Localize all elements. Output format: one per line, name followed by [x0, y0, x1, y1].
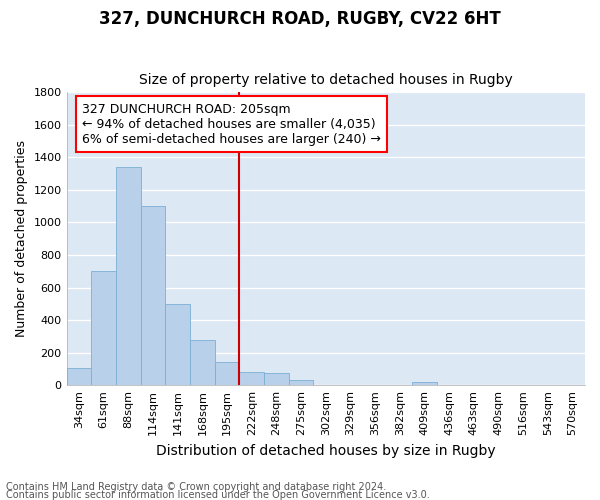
Bar: [116, 167, 140, 385]
Y-axis label: Number of detached properties: Number of detached properties: [15, 140, 28, 338]
X-axis label: Distribution of detached houses by size in Rugby: Distribution of detached houses by size …: [156, 444, 496, 458]
Title: Size of property relative to detached houses in Rugby: Size of property relative to detached ho…: [139, 73, 512, 87]
Bar: [412, 382, 437, 385]
Text: Contains HM Land Registry data © Crown copyright and database right 2024.: Contains HM Land Registry data © Crown c…: [6, 482, 386, 492]
Bar: [215, 362, 239, 385]
Bar: [289, 380, 313, 385]
Bar: [264, 373, 289, 385]
Bar: [239, 372, 264, 385]
Text: Contains public sector information licensed under the Open Government Licence v3: Contains public sector information licen…: [6, 490, 430, 500]
Text: 327 DUNCHURCH ROAD: 205sqm
← 94% of detached houses are smaller (4,035)
6% of se: 327 DUNCHURCH ROAD: 205sqm ← 94% of deta…: [82, 102, 381, 146]
Bar: [91, 272, 116, 385]
Bar: [165, 304, 190, 385]
Text: 327, DUNCHURCH ROAD, RUGBY, CV22 6HT: 327, DUNCHURCH ROAD, RUGBY, CV22 6HT: [99, 10, 501, 28]
Bar: [140, 206, 165, 385]
Bar: [190, 340, 215, 385]
Bar: [67, 368, 91, 385]
